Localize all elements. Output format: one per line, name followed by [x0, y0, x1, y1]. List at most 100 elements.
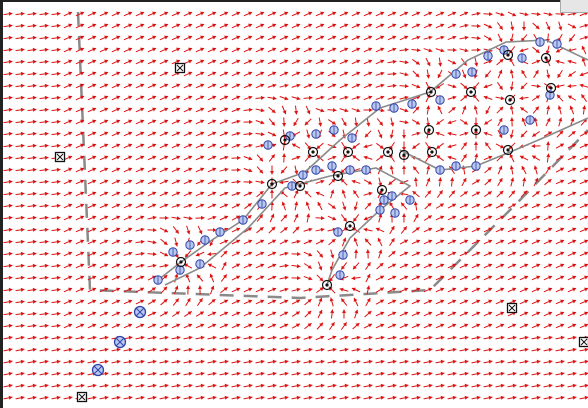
sink-icon[interactable] — [266, 178, 278, 190]
robot-marker-icon[interactable] — [578, 336, 588, 348]
field-arrow — [63, 191, 73, 197]
field-arrow — [27, 131, 37, 136]
trail-node-icon[interactable] — [525, 115, 535, 125]
trail-node-icon[interactable] — [471, 161, 481, 171]
trail-node-icon[interactable] — [327, 161, 337, 171]
sink-icon[interactable] — [545, 82, 557, 94]
trail-node-icon[interactable] — [379, 195, 389, 205]
robot-marker-icon[interactable] — [506, 302, 518, 314]
trail-node-icon[interactable] — [195, 259, 205, 269]
field-arrow — [207, 107, 217, 113]
trail-node-icon[interactable] — [200, 235, 210, 245]
goal-node-icon[interactable] — [133, 305, 147, 319]
trail-node-icon[interactable] — [517, 53, 527, 63]
sink-icon[interactable] — [502, 49, 514, 61]
trail-node-icon[interactable] — [238, 215, 248, 225]
trail-node-icon[interactable] — [483, 51, 493, 61]
sink-icon[interactable] — [470, 124, 482, 136]
trail-node-icon[interactable] — [389, 103, 399, 113]
trail-node-icon[interactable] — [338, 250, 348, 260]
field-arrow — [280, 166, 288, 174]
trail-node-icon[interactable] — [335, 270, 345, 280]
sink-icon[interactable] — [279, 134, 291, 146]
goal-node-icon[interactable] — [113, 335, 127, 349]
sink-icon[interactable] — [398, 149, 410, 161]
robot-marker-icon[interactable] — [76, 391, 88, 403]
sink-icon[interactable] — [502, 144, 514, 156]
trail-node-icon[interactable] — [257, 199, 267, 209]
field-arrow — [51, 143, 61, 148]
trail-node-icon[interactable] — [153, 275, 163, 285]
sink-icon[interactable] — [504, 94, 516, 106]
trail-node-icon[interactable] — [405, 195, 415, 205]
field-arrow — [387, 311, 397, 317]
field-arrow — [339, 71, 349, 77]
field-arrow — [375, 11, 385, 17]
sink-icon[interactable] — [342, 146, 354, 158]
trail-node-icon[interactable] — [435, 165, 445, 175]
field-arrow — [51, 95, 61, 100]
field-arrow — [341, 309, 347, 319]
window-tab[interactable] — [560, 0, 588, 13]
robot-marker-icon[interactable] — [54, 151, 66, 163]
sink-icon[interactable] — [321, 279, 333, 291]
field-arrow — [256, 214, 264, 222]
trail-node-icon[interactable] — [361, 165, 371, 175]
sink-icon[interactable] — [423, 124, 435, 136]
field-arrow — [509, 69, 514, 79]
field-arrow — [255, 335, 265, 340]
trail-node-icon[interactable] — [311, 129, 321, 139]
trail-node-icon[interactable] — [387, 191, 397, 201]
trail-node-icon[interactable] — [499, 125, 509, 135]
sink-icon[interactable] — [465, 86, 477, 98]
field-arrow — [567, 191, 577, 197]
field-arrow — [423, 35, 433, 40]
sink-icon[interactable] — [376, 184, 388, 196]
trail-node-icon[interactable] — [263, 140, 273, 150]
field-arrow — [401, 165, 407, 175]
robot-marker-icon[interactable] — [174, 62, 186, 74]
sink-icon[interactable] — [332, 170, 344, 182]
trail-node-icon[interactable] — [371, 101, 381, 111]
field-arrow — [147, 35, 157, 41]
trail-node-icon[interactable] — [375, 205, 385, 215]
trail-node-icon[interactable] — [467, 67, 477, 77]
field-arrow — [27, 23, 37, 28]
sink-icon[interactable] — [426, 146, 438, 158]
trail-node-icon[interactable] — [298, 170, 308, 180]
trail-node-icon[interactable] — [407, 99, 417, 109]
trail-node-icon[interactable] — [287, 181, 297, 191]
trail-node-icon[interactable] — [333, 227, 343, 237]
field-arrow — [159, 359, 169, 364]
trail-node-icon[interactable] — [347, 133, 357, 143]
trail-node-icon[interactable] — [390, 208, 400, 218]
field-arrow — [51, 323, 61, 328]
trail-node-icon[interactable] — [535, 37, 545, 47]
trail-node-icon[interactable] — [175, 265, 185, 275]
sink-icon[interactable] — [294, 180, 306, 192]
field-arrow — [147, 47, 157, 53]
trail-node-icon[interactable] — [451, 69, 461, 79]
sink-icon[interactable] — [175, 256, 187, 268]
field-arrow — [339, 35, 349, 41]
trail-node-icon[interactable] — [311, 165, 321, 175]
field-arrow — [75, 299, 85, 305]
field-arrow — [63, 131, 73, 137]
sink-icon[interactable] — [344, 220, 356, 232]
sink-icon[interactable] — [425, 86, 437, 98]
trail-node-icon[interactable] — [329, 125, 339, 135]
trail-node-icon[interactable] — [215, 227, 225, 237]
field-arrow — [291, 71, 301, 77]
trail-node-icon[interactable] — [552, 39, 562, 49]
sink-icon[interactable] — [307, 146, 319, 158]
field-arrow — [15, 203, 25, 208]
goal-node-icon[interactable] — [91, 363, 105, 377]
sink-icon[interactable] — [540, 52, 552, 64]
trail-node-icon[interactable] — [345, 165, 355, 175]
trail-node-icon[interactable] — [168, 247, 178, 257]
sink-icon[interactable] — [382, 146, 394, 158]
trail-node-icon[interactable] — [435, 95, 445, 105]
trail-node-icon[interactable] — [185, 240, 195, 250]
trail-node-icon[interactable] — [451, 161, 461, 171]
